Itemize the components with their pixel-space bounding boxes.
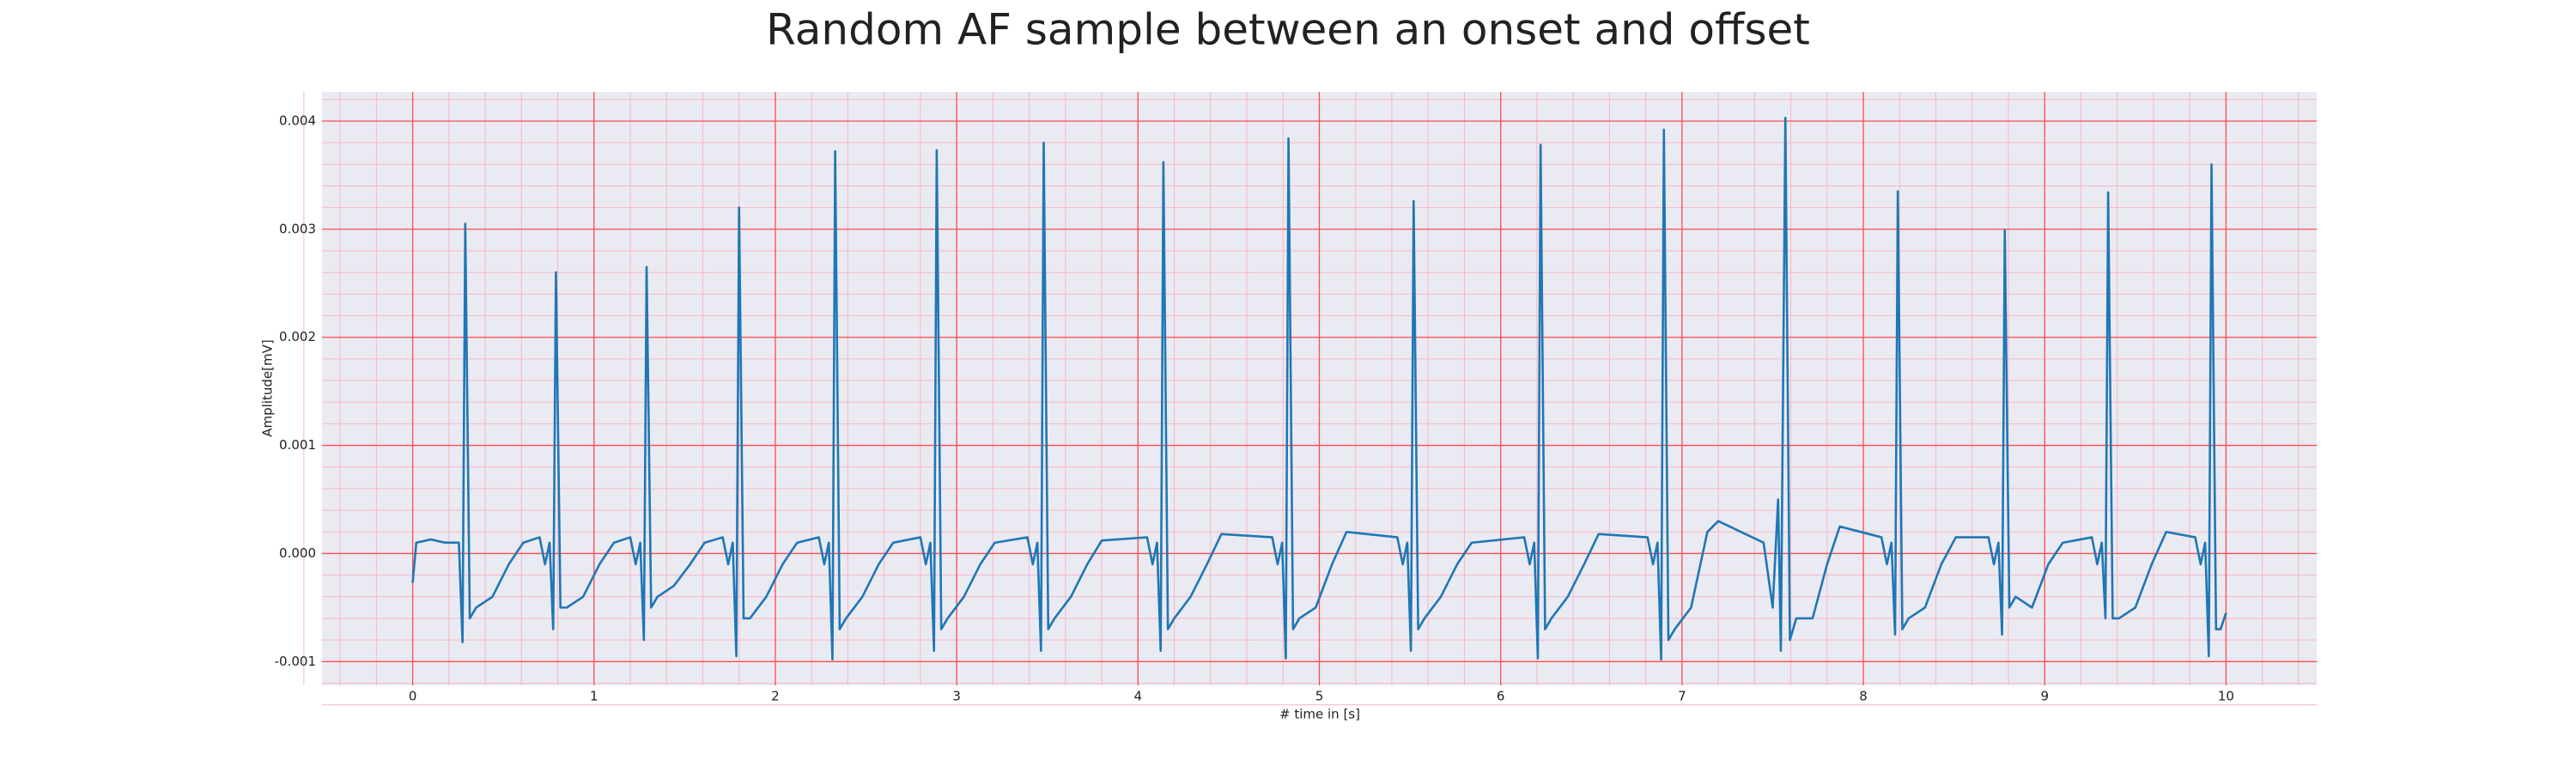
y-tick-label: -0.001 xyxy=(275,654,316,669)
x-tick-label: 8 xyxy=(1859,689,1868,704)
x-tick-label: 2 xyxy=(771,689,780,704)
y-axis-label: Amplitude[mV] xyxy=(260,339,276,436)
x-tick-label: 0 xyxy=(409,689,417,704)
x-tick-label: 9 xyxy=(2040,689,2049,704)
x-tick-label: 3 xyxy=(952,689,961,704)
x-axis-label: # time in [s] xyxy=(1279,707,1360,722)
y-tick-label: 0.003 xyxy=(279,221,316,236)
y-tick-label: 0.001 xyxy=(279,437,316,453)
x-tick-label: 1 xyxy=(590,689,598,704)
x-tick-label: 6 xyxy=(1497,689,1505,704)
y-tick-label: 0.000 xyxy=(279,545,316,561)
x-tick-label: 4 xyxy=(1134,689,1143,704)
x-tick-label: 7 xyxy=(1678,689,1686,704)
y-tick-label: 0.004 xyxy=(279,113,316,128)
chart-title: Random AF sample between an onset and of… xyxy=(766,5,1810,55)
x-tick-label: 10 xyxy=(2218,689,2234,704)
line-series xyxy=(411,116,2227,661)
y-tick-label: 0.002 xyxy=(279,329,316,344)
x-tick-label: 5 xyxy=(1315,689,1324,704)
